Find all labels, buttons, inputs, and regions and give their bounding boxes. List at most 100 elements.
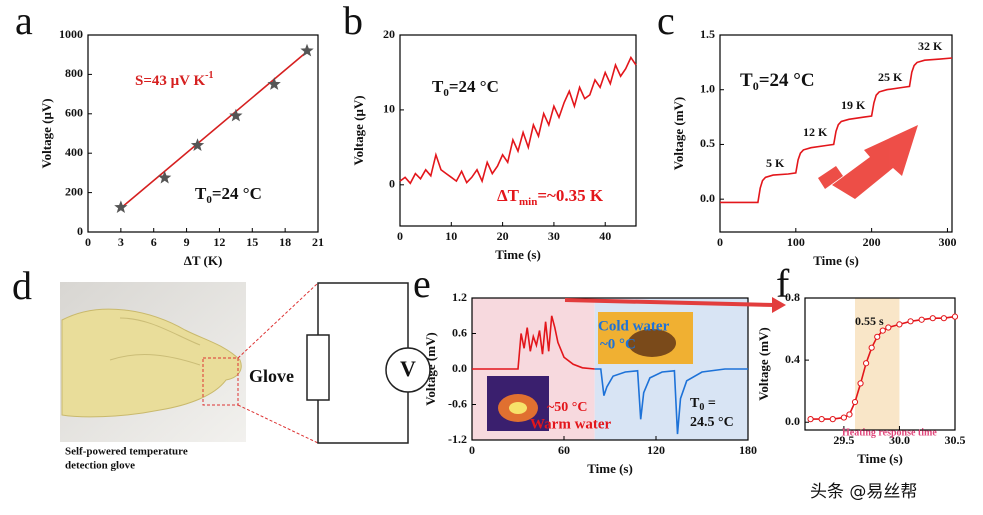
data-point [807,416,814,423]
y-tick-label: 20 [383,27,395,41]
y-tick-label: 0 [77,224,83,238]
data-point [267,77,281,90]
annotation: T0=24 °C [195,184,262,206]
plot-frame [399,34,637,227]
data-point [885,324,892,331]
x-tick-label: 6 [151,235,157,249]
data-point [879,327,886,334]
heat-arrow [818,125,918,199]
x-tick-label: 0 [469,443,475,457]
data-point [190,138,205,151]
data-line [399,55,637,185]
annotation: T0 = [690,396,716,413]
data-point [300,43,314,57]
data-point [846,411,853,418]
panel-label: a [15,0,33,43]
annotation: Heating response time [842,427,937,438]
data-point [857,380,864,387]
annotation-text: ΔT [497,186,520,205]
data-point [929,315,936,322]
annotation: S=43 μV K-1 [135,70,213,89]
panel-label: f [776,261,790,306]
data-point [229,108,243,122]
data-point [918,316,925,323]
y-tick-label: 0 [389,177,395,191]
annotation-text: = [704,396,716,411]
y-tick-label: 1.2 [452,290,467,304]
watermark: 头条 @易丝帮 [810,482,917,502]
annotation-text: S=43 μV K [135,73,205,89]
step-label: 5 K [766,156,785,170]
x-tick-label: 9 [184,235,190,249]
annotation-text: =24 °C [759,70,815,91]
annotation: ~0 °C [600,336,636,352]
x-tick-label: 29.5 [833,433,854,447]
annotation-sub: 0 [699,402,704,413]
data-point [896,321,903,328]
data-point [874,333,881,340]
plot-frame [87,34,319,233]
y-tick-label: -0.6 [448,396,467,410]
x-axis-title: Time (s) [857,451,903,466]
x-tick-label: 0 [397,229,403,243]
data-point [840,414,847,421]
data-point [940,315,947,322]
circuit [306,282,431,444]
y-axis-title: Voltage (mV) [671,97,686,171]
annotation-sub: 0 [443,87,449,99]
x-axis-title: Time (s) [495,247,541,262]
x-tick-label: 18 [279,235,291,249]
fit-line [118,49,310,211]
x-tick-label: 3 [118,235,124,249]
x-tick-label: 40 [599,229,611,243]
data-point [158,170,172,184]
annotation-text: =~0.35 K [537,186,604,205]
data-point [951,313,959,320]
x-tick-label: 12 [213,235,225,249]
circuit-label: Glove [249,366,294,386]
data-point [829,416,836,423]
y-tick-label: 600 [65,106,83,120]
plot-frame [719,34,953,233]
annotation: ΔTmin=~0.35 K [497,186,604,208]
x-axis-title: ΔT (K) [184,253,223,268]
zoom-box [202,357,239,406]
y-tick-label: -1.2 [448,432,467,446]
data-line [720,57,953,204]
x-tick-label: 180 [739,443,757,457]
annotation: Warm water [530,416,612,432]
step-label: 32 K [918,39,943,53]
y-tick-label: 200 [65,184,83,198]
panel-label: e [413,261,431,306]
panel-label: c [657,0,675,43]
insets [487,297,786,431]
y-tick-label: 800 [65,66,83,80]
data-point [851,398,859,406]
caption: detection glove [65,460,135,472]
annotation-text: =24 °C [449,77,499,96]
annotation-text: T [432,77,444,96]
x-tick-label: 100 [787,235,805,249]
annotation-text: T [195,184,207,203]
data-line [594,368,748,435]
x-tick-label: 10 [445,229,457,243]
x-tick-label: 15 [246,235,258,249]
annotation-sup: -1 [205,70,213,81]
annotation-text: =24 °C [212,184,262,203]
plot-frame [804,297,956,431]
y-axis-title: Voltage (μV) [39,98,54,168]
x-tick-label: 30.0 [889,433,910,447]
y-tick-label: 0.6 [452,325,467,339]
x-tick-label: 0 [717,235,723,249]
y-tick-label: 0.0 [785,414,800,428]
step-label: 12 K [803,125,828,139]
annotation-text: T [690,396,700,411]
shaded-region [855,298,900,430]
annotation-sub: 0 [753,79,759,93]
y-tick-label: 1.0 [700,81,715,95]
step-label: 25 K [878,70,903,84]
data-point [863,360,870,367]
x-tick-label: 30 [548,229,560,243]
